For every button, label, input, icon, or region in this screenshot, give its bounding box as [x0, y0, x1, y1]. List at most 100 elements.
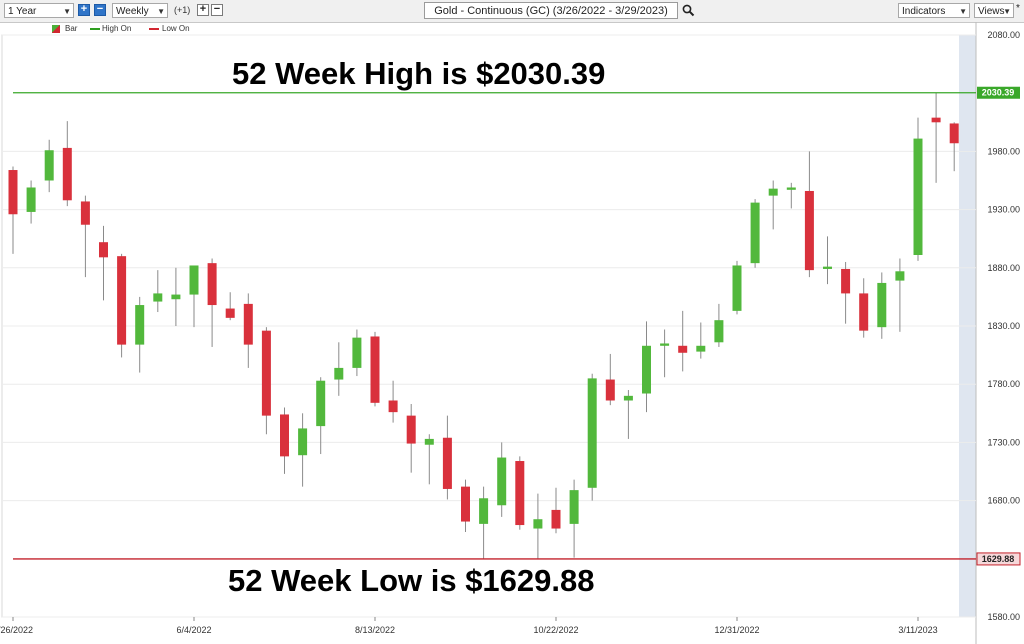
y-tick-label: 1830.00 [987, 321, 1020, 331]
chevron-down-icon: ▼ [1003, 7, 1011, 16]
candle-down [949, 123, 959, 144]
candle-up [569, 490, 579, 524]
symbol-title-field[interactable]: Gold - Continuous (GC) (3/26/2022 - 3/29… [424, 2, 678, 19]
high-annotation: 52 Week High is $2030.39 [232, 56, 606, 91]
indicators-select[interactable]: Indicators ▼ [898, 3, 970, 18]
candle-up [786, 187, 796, 190]
x-tick-label: 8/13/2022 [355, 625, 395, 635]
plus-icon[interactable]: + [78, 4, 90, 16]
candle-down [841, 268, 851, 294]
interval-select[interactable]: Weekly ▼ [112, 3, 168, 18]
period-select[interactable]: 1 Year ▼ [4, 3, 74, 18]
x-tick-label: 10/22/2022 [533, 625, 578, 635]
minus-icon[interactable]: − [211, 4, 223, 16]
y-tick-label: 1980.00 [987, 146, 1020, 156]
candle-up [153, 293, 163, 302]
candle-down [225, 308, 235, 318]
search-icon[interactable] [682, 4, 695, 17]
candle-up [895, 271, 905, 281]
candle-up [660, 343, 670, 346]
y-tick-label: 1780.00 [987, 379, 1020, 389]
minus-icon[interactable]: − [94, 4, 106, 16]
y-tick-label: 1880.00 [987, 263, 1020, 273]
low-value-label: 1629.88 [982, 554, 1015, 564]
y-tick-label: 1930.00 [987, 205, 1020, 215]
candle-up [714, 320, 724, 343]
candle-up [497, 457, 507, 506]
candle-down [388, 400, 398, 413]
candle-up [642, 345, 651, 394]
high-value-tag [977, 86, 1020, 99]
candle-up [533, 519, 543, 529]
candle-down [931, 117, 941, 123]
symbol-title: Gold - Continuous (GC) (3/26/2022 - 3/29… [434, 5, 668, 17]
candle-down [859, 293, 869, 331]
candle-up [298, 428, 308, 456]
candle-up [479, 498, 489, 524]
candle-up [26, 187, 36, 212]
candle-down [551, 509, 561, 529]
candle-down [243, 303, 253, 345]
period-value: 1 Year [8, 6, 37, 17]
candle-up [171, 294, 181, 300]
x-tick-label: 12/31/2022 [714, 625, 759, 635]
candle-down [406, 415, 416, 444]
low-on-legend-icon [149, 28, 159, 30]
high-value-label: 2030.39 [982, 88, 1015, 98]
candle-up [750, 202, 760, 264]
plus-icon[interactable]: + [197, 4, 209, 16]
toolbar: 1 Year ▼ + − Weekly ▼ (+1) + − Gold - Co… [0, 0, 1024, 23]
bar-legend-icon [52, 25, 60, 33]
candle-down [370, 336, 380, 403]
candle-down [804, 190, 814, 271]
y-tick-label: 1730.00 [987, 437, 1020, 447]
candle-down [8, 170, 18, 215]
candle-up [44, 150, 54, 181]
candle-down [117, 256, 127, 345]
y-tick-label: 2080.00 [987, 30, 1020, 40]
candle-down [280, 414, 289, 457]
candle-up [877, 282, 887, 328]
candle-down [461, 486, 470, 522]
x-tick-label: 3/26/2022 [0, 625, 33, 635]
candle-up [623, 395, 633, 401]
candle-down [99, 242, 108, 258]
candle-up [316, 380, 326, 427]
indicators-label: Indicators [902, 6, 946, 17]
chevron-down-icon: ▼ [157, 7, 165, 16]
offset-label: (+1) [174, 5, 191, 15]
views-select[interactable]: Views ▼ [974, 3, 1014, 18]
high-on-legend-icon [90, 28, 100, 30]
candle-down [442, 437, 452, 489]
y-tick-label: 1580.00 [987, 612, 1020, 622]
candle-down [80, 201, 90, 225]
candle-down [678, 345, 688, 353]
candle-down [261, 330, 271, 416]
candle-up [913, 138, 923, 255]
candle-up [424, 438, 434, 445]
candle-down [515, 461, 525, 526]
candle-up [732, 265, 742, 311]
candle-up [768, 188, 778, 196]
views-label: Views [978, 6, 1005, 17]
low-annotation: 52 Week Low is $1629.88 [228, 563, 595, 598]
y-tick-label: 1680.00 [987, 496, 1020, 506]
legend-label-high: High On [102, 24, 132, 33]
candle-down [207, 263, 217, 306]
candle-down [62, 147, 72, 201]
interval-value: Weekly [116, 6, 149, 17]
candle-up [352, 337, 362, 368]
candle-up [696, 345, 706, 352]
candle-down [605, 379, 615, 401]
candle-up [334, 367, 344, 380]
legend-label-bar: Bar [65, 24, 78, 33]
x-tick-label: 3/11/2023 [898, 625, 937, 635]
candle-up [189, 265, 199, 295]
low-value-tag [976, 552, 1021, 566]
legend-label-low: Low On [162, 24, 190, 33]
views-marker-icon: * [1016, 3, 1020, 14]
chevron-down-icon: ▼ [959, 7, 967, 16]
chevron-down-icon: ▼ [63, 7, 71, 16]
candle-up [135, 305, 145, 345]
